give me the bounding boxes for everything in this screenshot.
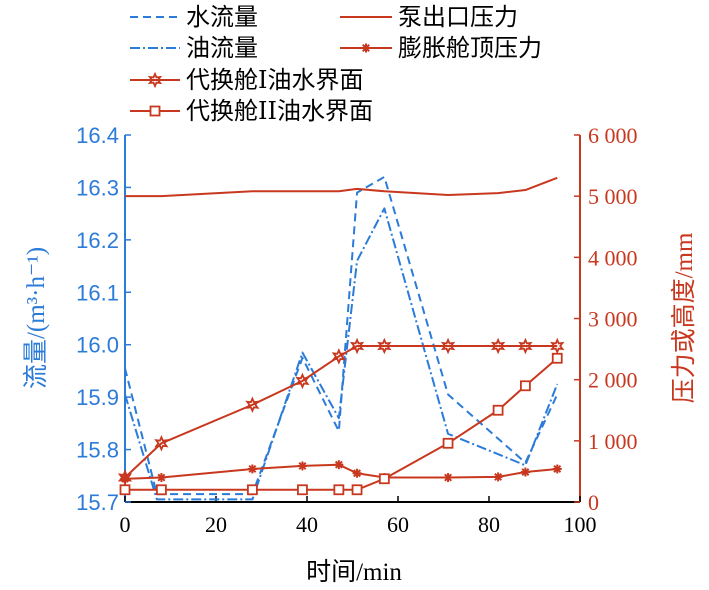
data-point-interface-1 — [245, 396, 260, 413]
series-pump-pressure — [125, 176, 558, 198]
data-point-interface-1 — [440, 337, 456, 355]
x-tick-label: 20 — [205, 512, 227, 537]
legend: 水流量 油流量 泵出口压力 膨胀舱顶压力 代换舱I油水界面 代换舱II油水界面 — [130, 3, 542, 125]
series-line-water-flow — [124, 175, 559, 496]
y-right-tick-label: 6 000 — [588, 123, 638, 148]
data-point-expansion-pressure — [520, 467, 530, 477]
data-point-expansion-pressure — [247, 464, 257, 474]
x-tick-label: 60 — [387, 512, 409, 537]
series-line-interface-2 — [125, 357, 558, 491]
y-left-tick-label: 15.7 — [76, 490, 119, 515]
series-oil-flow — [124, 207, 559, 501]
data-point-expansion-pressure — [297, 461, 307, 471]
y-right-tick-label: 5 000 — [588, 184, 638, 209]
data-point-interface-2 — [551, 352, 563, 364]
legend-label-water-flow: 水流量 — [186, 3, 258, 31]
y-left-axis-title: 流量/(m³·h⁻¹) — [22, 247, 50, 389]
series-line-interface-1 — [124, 345, 558, 479]
legend-marker-square — [149, 105, 161, 117]
data-point-interface-2 — [492, 404, 504, 416]
y-left-tick-label: 16.3 — [76, 175, 119, 200]
data-point-expansion-pressure — [352, 468, 362, 478]
x-tick-label: 100 — [564, 512, 597, 537]
series-interface-1 — [117, 337, 565, 486]
legend-label-pump-pressure: 泵出口压力 — [398, 3, 518, 31]
data-point-interface-2 — [333, 484, 345, 496]
data-point-interface-2 — [442, 437, 454, 449]
data-point-interface-1 — [518, 337, 533, 355]
legend-marker-interface-1 — [147, 71, 163, 89]
legend-label-expansion-pressure: 膨胀舱顶压力 — [398, 34, 542, 62]
data-point-interface-2 — [378, 473, 390, 485]
data-point-interface-1 — [331, 348, 346, 365]
data-point-expansion-pressure — [552, 464, 562, 474]
data-point-interface-2 — [297, 484, 308, 496]
data-point-expansion-pressure — [493, 472, 503, 482]
y-left-tick-label: 16.1 — [76, 280, 119, 305]
series-line-oil-flow — [124, 207, 559, 501]
data-point-expansion-pressure — [156, 473, 166, 483]
data-point-interface-1 — [490, 337, 506, 355]
data-point-interface-2 — [246, 484, 258, 496]
x-axis-title: 时间/min — [306, 558, 402, 586]
y-right-tick-label: 0 — [588, 490, 599, 515]
data-point-interface-2 — [520, 380, 531, 392]
legend-label-interface-2: 代换舱II油水界面 — [186, 97, 373, 125]
series-layer — [117, 175, 565, 501]
data-point-interface-1 — [295, 372, 310, 390]
x-tick-label: 0 — [120, 512, 131, 537]
y-right-tick-label: 2 000 — [588, 368, 638, 393]
data-point-expansion-pressure — [443, 473, 453, 483]
data-point-interface-2 — [155, 484, 167, 496]
x-tick-label: 80 — [478, 512, 500, 537]
y-right-tick-label: 1 000 — [588, 429, 638, 454]
data-point-interface-1 — [349, 337, 365, 355]
x-tick-label: 40 — [296, 512, 318, 537]
y-right-axis-title: 压力或高度/mm — [670, 232, 698, 403]
y-left-tick-label: 15.8 — [76, 438, 119, 463]
legend-marker-hexstar — [147, 71, 163, 89]
legend-marker-expansion-pressure — [361, 43, 371, 53]
y-left-tick-label: 16.2 — [76, 228, 119, 253]
y-left-tick-label: 16.0 — [76, 333, 119, 358]
y-right-tick-label: 4 000 — [588, 245, 638, 270]
y-left-tick-label: 15.9 — [76, 385, 119, 410]
data-point-interface-2 — [119, 484, 131, 496]
series-line-pump-pressure — [125, 176, 558, 198]
legend-marker-star — [361, 43, 371, 53]
data-point-interface-1 — [550, 337, 565, 355]
y-right-tick-label: 3 000 — [588, 307, 638, 332]
series-interface-2 — [119, 352, 563, 496]
series-water-flow — [124, 175, 559, 496]
y-left-tick-label: 16.4 — [76, 123, 119, 148]
legend-marker-interface-2 — [149, 105, 161, 117]
axes: 0 20 40 60 80 100 15.7 15.8 15.9 16.0 16.1 16.2 16.3… — [76, 123, 637, 537]
data-point-interface-2 — [351, 484, 363, 496]
series-expansion-pressure — [120, 460, 562, 484]
data-point-expansion-pressure — [334, 460, 344, 470]
legend-label-interface-1: 代换舱I油水界面 — [186, 66, 363, 94]
data-point-interface-1 — [154, 435, 169, 452]
data-point-interface-1 — [377, 337, 392, 355]
data-point-interface-1 — [117, 469, 133, 486]
legend-label-oil-flow: 油流量 — [186, 34, 258, 62]
